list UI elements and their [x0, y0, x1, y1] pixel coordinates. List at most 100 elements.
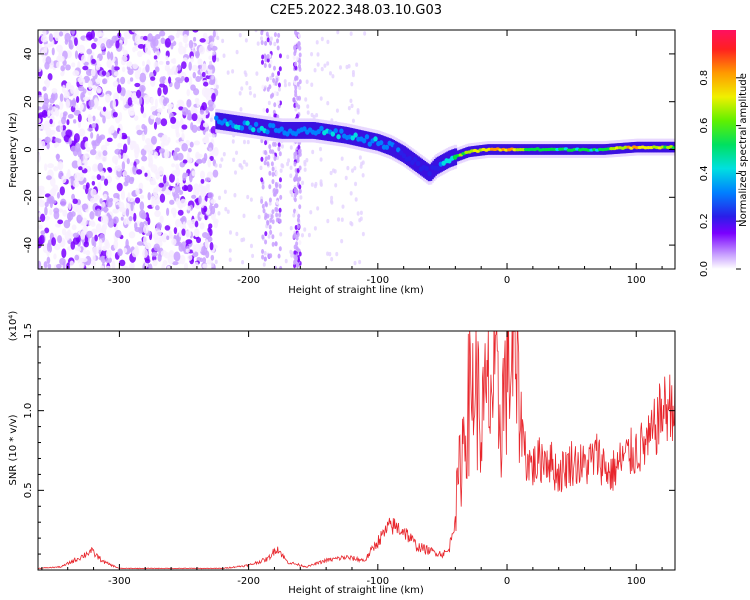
heatmap-cell — [163, 139, 170, 146]
heatmap-cell — [177, 99, 184, 105]
heatmap-cell — [356, 108, 360, 113]
heatmap-cell — [361, 160, 365, 165]
heatmap-cell — [341, 204, 345, 209]
heatmap-cell — [139, 221, 144, 228]
heatmap-cell — [96, 133, 100, 143]
heatmap-cell — [244, 38, 248, 43]
heatmap-cell — [269, 75, 273, 81]
heatmap-cell — [151, 198, 155, 208]
heatmap-cell — [99, 175, 105, 181]
heatmap-cell — [215, 84, 219, 90]
heatmap-cell — [47, 73, 53, 81]
heatmap-cell — [242, 237, 246, 242]
heatmap-cell — [46, 256, 51, 264]
heatmap-cell — [358, 259, 362, 265]
heatmap-cell — [71, 193, 75, 201]
heatmap-cell — [154, 98, 158, 109]
heatmap-cell — [82, 96, 90, 102]
heatmap-cell — [263, 251, 267, 256]
heatmap-cell — [257, 214, 261, 220]
heatmap-cell — [162, 174, 167, 184]
heatmap-cell — [59, 186, 65, 196]
heatmap-cell — [292, 213, 296, 218]
heatmap-cell — [413, 156, 418, 162]
heatmap-cell — [58, 173, 63, 179]
heatmap-cell — [365, 131, 369, 149]
heatmap-cell — [101, 223, 108, 231]
heatmap-cell — [329, 170, 333, 176]
heatmap-cell — [188, 61, 192, 71]
heatmap-cell — [298, 45, 302, 51]
heatmap-cell — [306, 104, 310, 109]
heatmap-cell — [185, 239, 193, 245]
heatmap-cell — [210, 43, 214, 48]
heatmap-cell — [271, 219, 275, 225]
heatmap-cell — [164, 225, 171, 231]
heatmap-cell — [62, 209, 68, 217]
heatmap-cell — [101, 70, 107, 76]
heatmap-cell — [152, 38, 159, 47]
heatmap-cell — [199, 38, 206, 43]
heatmap-cell — [149, 143, 154, 152]
heatmap-cell — [136, 124, 141, 130]
heatmap-cell — [271, 179, 275, 185]
heatmap-cell — [112, 216, 119, 224]
heatmap-cell — [351, 168, 355, 173]
heatmap-cell — [154, 200, 159, 206]
heatmap-cell — [151, 110, 158, 116]
snr-frame — [37, 330, 676, 571]
heatmap-cell — [141, 60, 145, 67]
heatmap-cell — [264, 119, 268, 137]
heatmap-cell — [340, 156, 344, 161]
heatmap-cell — [114, 60, 119, 67]
heatmap-cell — [201, 157, 207, 164]
heatmap-cell — [116, 165, 122, 172]
heatmap-cell — [260, 30, 264, 36]
heatmap-cell — [278, 151, 282, 157]
heatmap-cell — [88, 220, 93, 226]
heatmap-cell — [193, 186, 197, 197]
heatmap-cell — [320, 123, 324, 141]
heatmap-cell — [286, 161, 290, 167]
heatmap-cell — [268, 184, 272, 190]
heatmap-cell — [430, 162, 434, 180]
heatmap-cell — [226, 209, 230, 214]
heatmap-cell — [53, 166, 59, 172]
heatmap-cell — [132, 63, 139, 70]
heatmap-cell — [330, 131, 336, 137]
heatmap-cell — [184, 76, 190, 83]
heatmap-cell — [123, 181, 129, 187]
heatmap-cell — [77, 77, 84, 83]
heatmap-cell — [313, 183, 317, 189]
heatmap-cell — [195, 50, 200, 59]
heatmap-cell — [95, 78, 101, 85]
heatmap-cell — [205, 250, 210, 259]
heatmap-cell — [157, 166, 165, 176]
heatmap-cell — [127, 68, 134, 75]
heatmap-cell — [122, 97, 127, 106]
heatmap-cell — [319, 125, 324, 132]
heatmap-cell — [83, 241, 89, 248]
heatmap-cell — [59, 93, 64, 102]
heatmap-cell — [134, 197, 141, 204]
heatmap-cell — [126, 158, 130, 165]
heatmap-cell — [168, 230, 173, 239]
heatmap-cell — [260, 156, 264, 162]
heatmap-cell — [59, 257, 66, 266]
heatmap-cell — [82, 184, 87, 190]
heatmap-cell — [340, 217, 344, 222]
heatmap-cell — [116, 182, 123, 192]
heatmap-cell — [242, 159, 246, 165]
heatmap-cell — [144, 258, 151, 264]
heatmap-cell — [328, 71, 332, 76]
heatmap-cell — [44, 201, 49, 208]
heatmap-cell — [179, 198, 187, 208]
heatmap-cell — [298, 251, 302, 257]
heatmap-cell — [326, 251, 330, 256]
heatmap-cell — [261, 54, 265, 60]
heatmap-cell — [295, 113, 299, 119]
heatmap-cell — [279, 126, 284, 132]
heatmap-cell — [185, 248, 190, 253]
heatmap-cell — [122, 152, 127, 162]
heatmap-cell — [67, 113, 74, 119]
